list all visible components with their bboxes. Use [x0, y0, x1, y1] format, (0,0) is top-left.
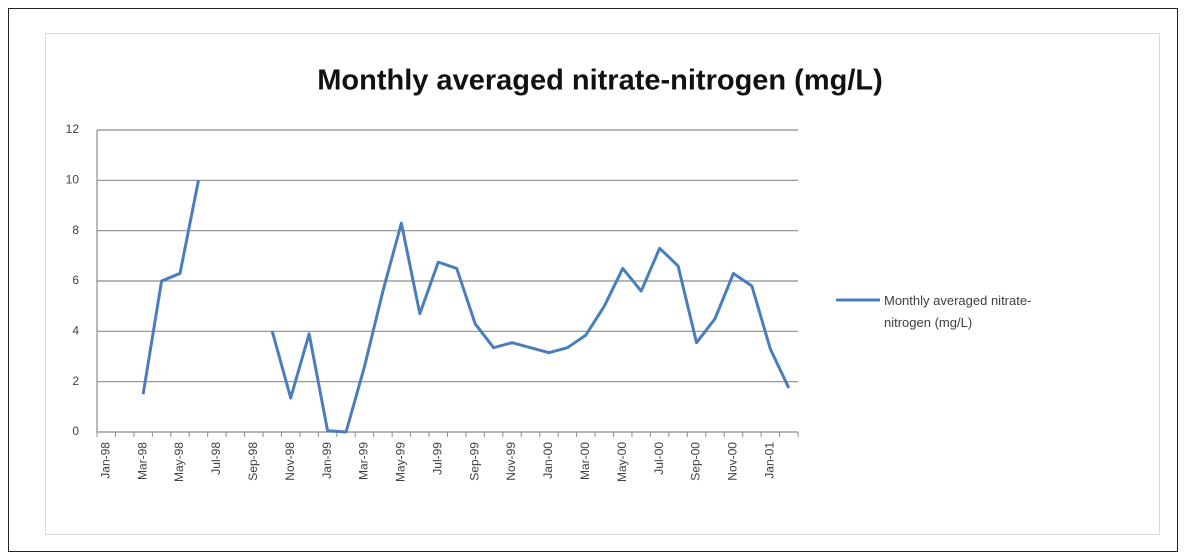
frame: [8, 8, 1178, 552]
x-tick-label: Mar-98: [135, 442, 149, 480]
x-tick-label: May-00: [615, 442, 629, 482]
x-tick-label: Jan-98: [98, 442, 112, 479]
x-tick-label: Mar-99: [357, 442, 371, 480]
x-tick-label: Jul-00: [652, 442, 666, 475]
y-tick-label: 6: [72, 273, 79, 287]
x-tick-label: Sep-98: [246, 442, 260, 481]
x-tick-label: Sep-00: [689, 442, 703, 481]
y-tick-label: 10: [66, 173, 80, 187]
x-tick-label: Jan-99: [320, 442, 334, 479]
data-line: [141, 180, 791, 434]
x-tick-label: Jan-00: [541, 442, 555, 479]
x-tick-label: Nov-98: [283, 442, 297, 481]
y-tick-label: 4: [72, 324, 79, 338]
x-tick-label: Jul-98: [209, 442, 223, 475]
y-tick-label: 8: [72, 223, 79, 237]
legend-label: Monthly averaged nitrate-nitrogen (mg/L): [884, 293, 1032, 330]
x-tick-label: Mar-00: [578, 442, 592, 480]
x-tick-label: Jul-99: [430, 442, 444, 475]
x-tick-label: Nov-99: [504, 442, 518, 481]
chart-area: [45, 33, 1160, 535]
y-tick-label: 0: [72, 424, 79, 438]
x-tick-label: Nov-00: [726, 442, 740, 481]
chart-title: Monthly averaged nitrate-nitrogen (mg/L): [317, 65, 883, 97]
x-tick-label: Sep-99: [467, 442, 481, 481]
y-tick-label: 2: [72, 374, 79, 388]
x-tick-label: May-98: [172, 442, 186, 482]
x-tick-label: Jan-01: [763, 442, 777, 479]
y-tick-label: 12: [66, 122, 80, 136]
x-tick-label: May-99: [394, 442, 408, 482]
